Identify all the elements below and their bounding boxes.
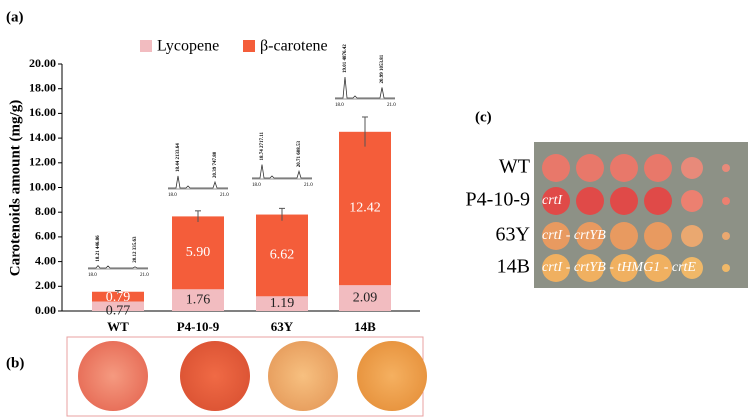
y-tick-label: 2.00 bbox=[35, 278, 56, 292]
peak-label: 18.21 446.86 bbox=[96, 235, 101, 262]
bar-segment bbox=[172, 216, 224, 290]
colony bbox=[722, 264, 730, 272]
colony bbox=[644, 187, 672, 215]
gene-label: crtI - crtYB - tHMG1 - crtE bbox=[542, 260, 696, 275]
y-tick-label: 20.00 bbox=[29, 56, 56, 70]
colony bbox=[722, 164, 730, 172]
value-label: 0.77 bbox=[106, 303, 131, 318]
peak-label: 20.39 747.80 bbox=[213, 151, 218, 178]
peak-label: 19.01 4876.42 bbox=[343, 44, 348, 73]
legend-swatch bbox=[140, 40, 152, 52]
y-tick-label: 12.00 bbox=[29, 155, 56, 169]
y-tick-label: 10.00 bbox=[29, 179, 56, 193]
y-tick-label: 8.00 bbox=[35, 204, 56, 218]
strain-label: P4-10-9 bbox=[466, 189, 530, 211]
inset-axis-label: 18.0 bbox=[168, 193, 177, 198]
value-label: 1.76 bbox=[186, 292, 211, 307]
colony bbox=[644, 154, 672, 182]
gene-label: crtI bbox=[542, 193, 564, 208]
panel-label: (b) bbox=[6, 355, 24, 371]
x-tick-label: P4-10-9 bbox=[177, 319, 220, 334]
colony-photo bbox=[78, 341, 148, 411]
inset-axis-label: 18.0 bbox=[335, 103, 344, 108]
colony bbox=[681, 157, 703, 179]
bar-segment bbox=[256, 296, 308, 311]
colony bbox=[722, 232, 730, 240]
x-tick-label: 63Y bbox=[271, 319, 294, 334]
gene-label: crtI - crtYB bbox=[542, 228, 606, 243]
chromatogram bbox=[252, 164, 312, 179]
colony bbox=[542, 222, 570, 250]
y-tick-label: 14.00 bbox=[29, 130, 56, 144]
panel-label: (c) bbox=[475, 109, 492, 125]
y-tick-label: 6.00 bbox=[35, 229, 56, 243]
chromatogram bbox=[335, 76, 395, 99]
value-label: 2.09 bbox=[353, 290, 378, 305]
legend-label: Lycopene bbox=[157, 38, 219, 55]
colony-photo bbox=[357, 341, 427, 411]
y-tick-label: 0.00 bbox=[35, 303, 56, 317]
colony bbox=[644, 222, 672, 250]
bar-segment bbox=[339, 131, 391, 286]
inset-axis-label: 21.0 bbox=[387, 103, 396, 108]
inset-axis-label: 18.0 bbox=[88, 273, 97, 278]
peak-label: 20.12 335.63 bbox=[133, 236, 138, 263]
colony bbox=[542, 187, 570, 215]
legend-swatch bbox=[243, 40, 255, 52]
colony bbox=[576, 222, 604, 250]
peak-label: 18.74 2717.11 bbox=[260, 132, 265, 161]
bar-segment bbox=[92, 301, 144, 311]
value-label: 1.19 bbox=[270, 296, 295, 311]
strain-label: 63Y bbox=[496, 224, 530, 246]
colony bbox=[644, 254, 672, 282]
y-tick-label: 18.00 bbox=[29, 80, 56, 94]
y-tick-label: 4.00 bbox=[35, 253, 56, 267]
colony bbox=[542, 154, 570, 182]
value-label: 6.62 bbox=[270, 248, 295, 263]
panel-label: (a) bbox=[6, 9, 24, 25]
peak-label: 20.71 608.53 bbox=[297, 141, 302, 168]
chromatogram bbox=[88, 264, 148, 269]
strain-label: 14B bbox=[497, 256, 530, 278]
peak-label: 18.44 2133.64 bbox=[176, 143, 181, 172]
x-tick-label: 14B bbox=[354, 319, 376, 334]
colony bbox=[681, 225, 703, 247]
colony bbox=[681, 257, 703, 279]
value-label: 12.42 bbox=[349, 201, 381, 216]
x-tick-label: WT bbox=[107, 319, 129, 334]
colony bbox=[576, 154, 604, 182]
colony bbox=[610, 154, 638, 182]
colony bbox=[681, 190, 703, 212]
colony bbox=[576, 254, 604, 282]
bar-segment bbox=[339, 285, 391, 311]
strain-label: WT bbox=[499, 156, 530, 178]
y-tick-label: 16.00 bbox=[29, 105, 56, 119]
colony-photo bbox=[268, 341, 338, 411]
colony bbox=[610, 222, 638, 250]
inset-axis-label: 21.0 bbox=[140, 273, 149, 278]
colony bbox=[576, 187, 604, 215]
chromatogram bbox=[168, 175, 228, 189]
legend-label: β-carotene bbox=[260, 38, 328, 55]
bar-segment bbox=[256, 214, 308, 297]
peak-label: 20.99 1053.81 bbox=[380, 54, 385, 83]
colony bbox=[542, 254, 570, 282]
bar-segment bbox=[92, 291, 144, 302]
colony bbox=[722, 197, 730, 205]
value-label: 0.79 bbox=[106, 290, 131, 305]
y-axis-label: Carotenoids amount (mg/g) bbox=[7, 100, 23, 276]
inset-axis-label: 18.0 bbox=[252, 183, 261, 188]
colony bbox=[610, 254, 638, 282]
value-label: 5.90 bbox=[186, 245, 211, 260]
colony bbox=[610, 187, 638, 215]
inset-axis-label: 21.0 bbox=[304, 183, 313, 188]
bar-segment bbox=[172, 289, 224, 311]
inset-axis-label: 21.0 bbox=[220, 193, 229, 198]
colony-photo bbox=[180, 341, 250, 411]
